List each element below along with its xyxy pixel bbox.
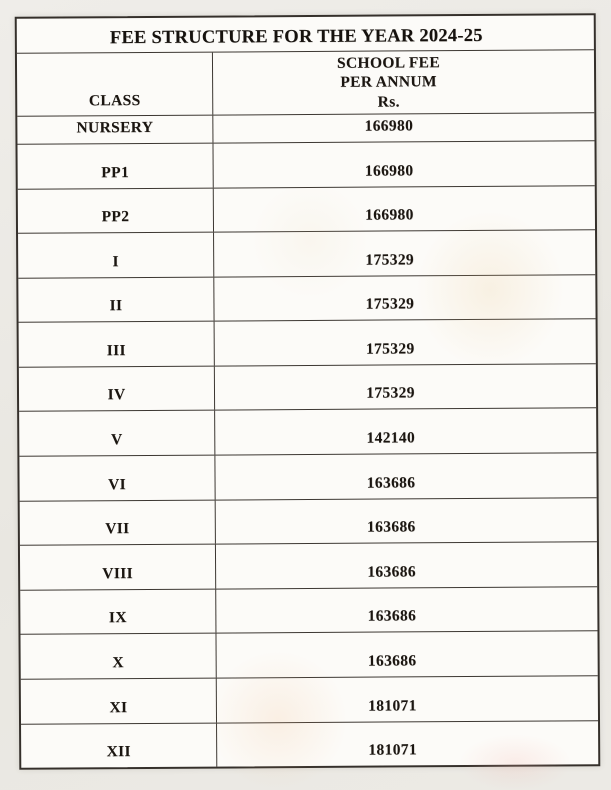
fee-value: 175329 — [365, 251, 415, 269]
class-cell: NURSERY — [17, 115, 214, 144]
fee-cell: 175329 — [214, 275, 595, 321]
table-row: II 175329 — [18, 274, 596, 324]
fee-cell: 166980 — [214, 186, 595, 232]
class-label: III — [106, 341, 126, 360]
fee-value: 175329 — [365, 340, 415, 358]
fee-value: 175329 — [366, 384, 415, 403]
class-cell: XI — [20, 678, 218, 724]
table-header-row: CLASS SCHOOL FEE PER ANNUM Rs. — [16, 50, 595, 117]
fee-value: 166980 — [364, 161, 414, 180]
class-cell: PP2 — [17, 188, 215, 233]
class-label: XII — [106, 743, 131, 761]
table-row: VI 163686 — [19, 453, 597, 502]
fee-cell: 181071 — [217, 721, 598, 767]
class-label: V — [110, 431, 123, 449]
class-label: XI — [109, 698, 128, 716]
class-cell: II — [18, 277, 215, 323]
table-row: XII 181071 — [21, 721, 598, 768]
table-row: PP1 166980 — [17, 141, 595, 190]
class-label: IV — [107, 386, 126, 404]
fee-value: 142140 — [366, 429, 416, 447]
table-row: XI 181071 — [20, 676, 599, 725]
header-fee-line1: SCHOOL FEE — [336, 54, 441, 72]
fee-value: 163686 — [367, 607, 417, 625]
fee-cell: 163686 — [215, 453, 596, 499]
class-cell: I — [18, 232, 215, 278]
fee-value: 163686 — [366, 518, 416, 536]
fee-value: 166980 — [364, 117, 414, 135]
class-cell: III — [18, 321, 215, 367]
table-row: I 175329 — [18, 230, 596, 279]
header-class-label: CLASS — [88, 92, 141, 110]
fee-value: 175329 — [365, 295, 415, 313]
table-row: IV 175329 — [18, 364, 597, 413]
fee-cell: 163686 — [216, 632, 597, 678]
class-label: NURSERY — [76, 118, 154, 137]
class-label: X — [112, 654, 124, 672]
table-row: III 175329 — [18, 319, 596, 368]
class-label: VII — [105, 520, 130, 538]
fee-cell: 142140 — [215, 409, 596, 455]
header-fee-line2: PER ANNUM — [340, 73, 437, 92]
fee-cell: 181071 — [217, 676, 598, 722]
fee-value: 166980 — [365, 206, 414, 224]
fee-cell: 163686 — [216, 587, 597, 633]
fee-cell: 166980 — [213, 141, 594, 187]
class-label: PP1 — [101, 163, 130, 181]
class-cell: X — [20, 633, 217, 679]
class-label: IX — [108, 609, 127, 627]
fee-cell: 163686 — [216, 498, 597, 544]
header-fee-line3: Rs. — [377, 93, 400, 111]
fee-value: 181071 — [368, 741, 418, 759]
class-label: I — [112, 252, 119, 270]
class-cell: IV — [18, 366, 216, 412]
fee-cell: 163686 — [216, 542, 597, 588]
fee-cell: 175329 — [215, 364, 596, 410]
fee-value: 163686 — [366, 473, 416, 492]
table-row: VII 163686 — [19, 497, 597, 546]
fee-structure-table: FEE STRUCTURE FOR THE YEAR 2024-25 CLASS… — [14, 13, 601, 770]
table-row: V 142140 — [19, 408, 597, 457]
table-row: NURSERY 166980 — [17, 113, 595, 145]
class-label: II — [109, 297, 123, 315]
header-class-cell: CLASS — [16, 52, 214, 116]
fee-cell: 175329 — [214, 230, 595, 276]
table-row: VIII 163686 — [19, 542, 598, 591]
fee-value: 163686 — [367, 563, 416, 581]
class-cell: PP1 — [17, 143, 214, 189]
class-label: VI — [108, 475, 127, 493]
class-cell: V — [19, 411, 216, 456]
header-fee-cell: SCHOOL FEE PER ANNUM Rs. — [213, 50, 594, 114]
table-title-row: FEE STRUCTURE FOR THE YEAR 2024-25 — [16, 15, 594, 54]
table-row: IX 163686 — [20, 587, 598, 636]
class-cell: VIII — [19, 544, 217, 590]
class-cell: VI — [19, 455, 216, 501]
table-title: FEE STRUCTURE FOR THE YEAR 2024-25 — [109, 25, 483, 49]
class-cell: IX — [20, 589, 217, 635]
fee-value: 163686 — [367, 652, 417, 670]
class-cell: VII — [19, 500, 216, 545]
fee-cell: 175329 — [215, 320, 596, 366]
table-row: X 163686 — [20, 631, 598, 680]
table-row: PP2 166980 — [17, 185, 596, 234]
class-cell: XII — [21, 723, 218, 768]
class-label: PP2 — [101, 208, 130, 226]
class-label: VIII — [102, 564, 134, 583]
fee-value: 181071 — [368, 696, 417, 715]
fee-cell: 166980 — [213, 113, 594, 142]
